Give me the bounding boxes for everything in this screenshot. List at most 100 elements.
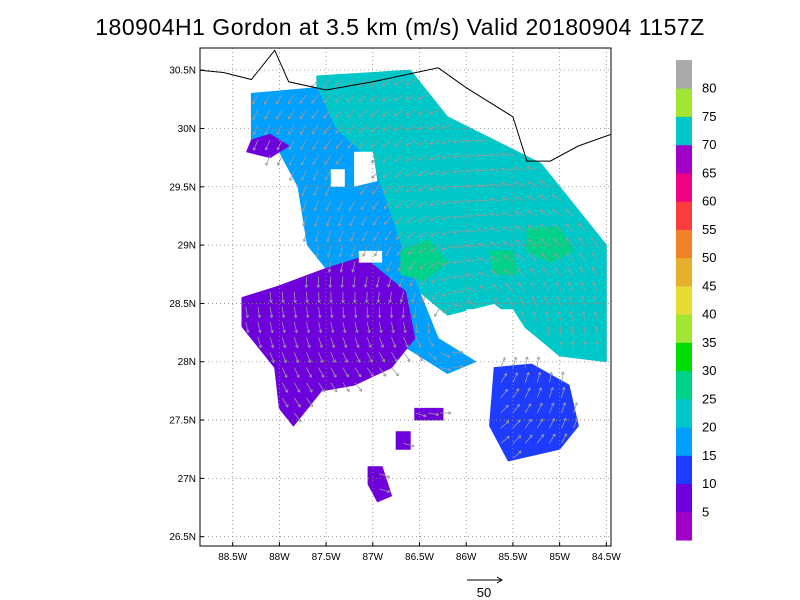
wind-vector-head [504, 388, 508, 391]
wind-vector-head [506, 389, 508, 393]
wind-vector-head [364, 284, 368, 288]
wind-vector-head [453, 303, 457, 306]
wind-vector [318, 382, 325, 393]
wind-vector-head [465, 229, 469, 232]
wind-vector [494, 297, 502, 308]
wind-vector [430, 230, 441, 237]
wind-vector [327, 246, 332, 258]
wind-vector-head [370, 129, 373, 133]
wind-vector [430, 276, 441, 284]
wind-vector-head [429, 113, 433, 115]
wind-vector-head [382, 113, 385, 117]
wind-vector-head [407, 237, 411, 239]
wind-vector [379, 488, 391, 493]
wind-vector [372, 215, 380, 226]
wind-vector-head [360, 191, 362, 195]
wind-vector-head [394, 158, 397, 162]
wind-vector-head [570, 311, 573, 314]
wind-vector-head [505, 283, 507, 287]
wind-vector [395, 215, 404, 224]
wind-vector-head [411, 445, 415, 448]
colorbar-swatch [676, 370, 692, 400]
wind-vector [502, 197, 514, 202]
wind-vector [505, 283, 514, 293]
wind-vector-head [417, 157, 421, 161]
wind-vector [440, 367, 451, 371]
wind-vector [281, 322, 285, 333]
wind-vector [382, 124, 392, 132]
longitude-tick-label: 87.5W [312, 552, 341, 563]
wind-vector [406, 200, 417, 208]
wind-vector [351, 246, 356, 257]
wind-vector-head [501, 182, 505, 186]
wind-vector-head [329, 284, 333, 288]
wind-vector-head [555, 267, 559, 270]
colorbar-swatch [676, 455, 692, 484]
wind-vector-head [320, 375, 324, 378]
colorbar-label: 55 [702, 222, 716, 237]
wind-vector-head [453, 139, 457, 143]
wind-vector [337, 200, 344, 211]
wind-vector [543, 282, 550, 293]
wind-vector-head [346, 390, 350, 393]
wind-vector [269, 322, 273, 333]
wind-vector-head [434, 314, 438, 317]
wind-vector-head [590, 237, 594, 240]
wind-vector [432, 291, 441, 300]
wind-vector-head [501, 168, 505, 171]
wind-vector-head [335, 147, 339, 150]
wind-vector [288, 109, 295, 120]
wind-vector-head [393, 82, 396, 86]
wind-vector-head [529, 434, 533, 437]
wind-vector-head [405, 329, 407, 334]
wind-vector-head [314, 223, 316, 227]
wind-vector-head [592, 281, 596, 284]
wind-vector [316, 246, 319, 258]
wind-vector-head [441, 203, 445, 205]
wind-vector [338, 230, 344, 242]
wind-vector [379, 473, 390, 478]
wind-vector-head [453, 230, 457, 234]
wind-vector-head [396, 236, 398, 240]
wind-vector [406, 215, 417, 224]
wind-vector-head [465, 184, 469, 187]
wind-vector-head [395, 207, 399, 209]
wind-vector [465, 154, 477, 157]
wind-vector-head [515, 388, 519, 391]
wind-vector [453, 304, 465, 308]
wind-vector [324, 155, 332, 165]
wind-vector-head [479, 285, 482, 289]
wind-vector-head [578, 237, 582, 240]
wind-vector-head [265, 147, 269, 151]
wind-vector [521, 311, 526, 323]
wind-vector-head [453, 260, 457, 263]
wind-vector [583, 326, 587, 338]
wind-vector [528, 239, 538, 247]
colorbar-label: 5 [702, 504, 709, 519]
wind-vector-head [419, 267, 423, 270]
wind-vector [354, 337, 359, 348]
wind-vector [389, 291, 392, 303]
wind-vector [400, 291, 404, 303]
wind-vector-head [309, 405, 313, 408]
wind-vector-head [526, 195, 530, 199]
wind-vector-head [539, 209, 542, 213]
wind-vector-head [505, 404, 509, 407]
wind-vector [517, 268, 526, 277]
wind-vector-head [429, 126, 432, 129]
wind-vector-head [402, 315, 406, 319]
wind-speed-region-7 [414, 407, 444, 421]
wind-vector-head [581, 311, 584, 315]
wind-vector-head [447, 354, 451, 358]
wind-vector-head [552, 223, 557, 225]
wind-vector-head [384, 222, 388, 225]
wind-vector [582, 311, 587, 323]
wind-vector [465, 273, 477, 277]
wind-vectors [245, 79, 599, 493]
wind-vector-head [560, 341, 563, 345]
wind-vector [548, 402, 554, 414]
wind-vector [376, 276, 380, 288]
wind-vector-head [382, 146, 386, 148]
wind-vector [325, 200, 332, 211]
wind-vector-head [421, 357, 424, 361]
